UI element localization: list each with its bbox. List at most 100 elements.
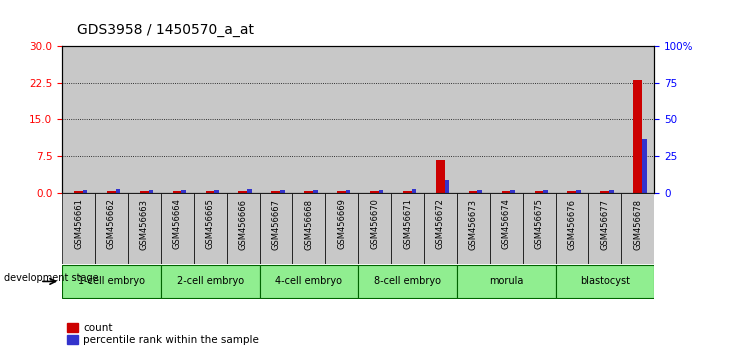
Bar bbox=[337, 192, 346, 193]
Bar bbox=[260, 193, 292, 264]
Bar bbox=[313, 190, 317, 193]
Bar bbox=[457, 46, 490, 193]
Bar bbox=[227, 46, 260, 193]
Bar bbox=[304, 192, 314, 193]
Bar bbox=[576, 190, 580, 193]
Bar bbox=[292, 46, 325, 193]
Bar bbox=[556, 46, 588, 193]
Bar bbox=[633, 80, 643, 193]
Text: GSM456671: GSM456671 bbox=[403, 199, 412, 250]
Text: 8-cell embryo: 8-cell embryo bbox=[374, 276, 441, 286]
Text: GSM456661: GSM456661 bbox=[74, 199, 83, 250]
Bar bbox=[128, 46, 161, 193]
Bar bbox=[271, 192, 281, 193]
Bar bbox=[501, 192, 511, 193]
Bar bbox=[567, 192, 577, 193]
Text: blastocyst: blastocyst bbox=[580, 276, 630, 286]
Bar bbox=[161, 265, 260, 298]
Text: GSM456675: GSM456675 bbox=[534, 199, 544, 250]
Bar bbox=[424, 193, 457, 264]
Text: GSM456674: GSM456674 bbox=[501, 199, 511, 250]
Bar bbox=[325, 46, 358, 193]
Bar bbox=[107, 192, 116, 193]
Bar bbox=[280, 190, 284, 193]
Bar bbox=[62, 193, 95, 264]
Bar bbox=[523, 46, 556, 193]
Bar bbox=[621, 193, 654, 264]
Bar bbox=[346, 190, 350, 193]
Text: GSM456672: GSM456672 bbox=[436, 199, 445, 250]
Bar bbox=[424, 46, 457, 193]
Bar bbox=[469, 192, 478, 193]
Bar bbox=[412, 189, 416, 193]
Bar bbox=[115, 189, 120, 193]
Bar bbox=[379, 190, 383, 193]
Text: GSM456663: GSM456663 bbox=[140, 199, 149, 250]
Bar bbox=[74, 192, 83, 193]
Text: GSM456669: GSM456669 bbox=[337, 199, 346, 250]
Text: development stage: development stage bbox=[4, 273, 98, 283]
Bar bbox=[609, 190, 613, 193]
Text: GSM456677: GSM456677 bbox=[600, 199, 610, 250]
Text: GSM456670: GSM456670 bbox=[370, 199, 379, 250]
Bar bbox=[358, 193, 391, 264]
Bar bbox=[148, 190, 153, 193]
Bar bbox=[457, 265, 556, 298]
Bar bbox=[642, 138, 646, 193]
Bar bbox=[358, 265, 457, 298]
Bar bbox=[403, 192, 412, 193]
Bar bbox=[161, 46, 194, 193]
Bar bbox=[83, 190, 87, 193]
Bar bbox=[588, 46, 621, 193]
Bar bbox=[523, 193, 556, 264]
Text: 2-cell embryo: 2-cell embryo bbox=[177, 276, 243, 286]
Bar bbox=[325, 193, 358, 264]
Bar bbox=[292, 193, 325, 264]
Bar bbox=[621, 46, 654, 193]
Bar bbox=[543, 190, 548, 193]
Bar bbox=[534, 192, 544, 193]
Text: GSM456668: GSM456668 bbox=[304, 199, 314, 250]
Legend: count, percentile rank within the sample: count, percentile rank within the sample bbox=[67, 323, 259, 345]
Bar bbox=[358, 46, 391, 193]
Text: GSM456667: GSM456667 bbox=[271, 199, 281, 250]
Text: GSM456676: GSM456676 bbox=[567, 199, 577, 250]
Text: GSM456662: GSM456662 bbox=[107, 199, 116, 250]
Text: GSM456664: GSM456664 bbox=[173, 199, 182, 250]
Bar bbox=[173, 192, 182, 193]
Text: 4-cell embryo: 4-cell embryo bbox=[276, 276, 342, 286]
Bar bbox=[214, 190, 219, 193]
Bar bbox=[62, 46, 95, 193]
Text: GSM456665: GSM456665 bbox=[205, 199, 215, 250]
Bar bbox=[247, 189, 251, 193]
Bar bbox=[194, 193, 227, 264]
Bar bbox=[556, 193, 588, 264]
Text: morula: morula bbox=[489, 276, 523, 286]
Bar bbox=[370, 192, 379, 193]
Bar bbox=[444, 181, 449, 193]
Bar bbox=[62, 265, 161, 298]
Bar bbox=[128, 193, 161, 264]
Bar bbox=[140, 192, 149, 193]
Text: GSM456673: GSM456673 bbox=[469, 199, 478, 250]
Bar bbox=[391, 193, 424, 264]
Bar bbox=[477, 190, 482, 193]
Bar bbox=[490, 193, 523, 264]
Bar bbox=[600, 192, 610, 193]
Bar bbox=[457, 193, 490, 264]
Bar bbox=[161, 193, 194, 264]
Bar bbox=[391, 46, 424, 193]
Bar bbox=[490, 46, 523, 193]
Bar bbox=[95, 193, 128, 264]
Bar bbox=[227, 193, 260, 264]
Bar bbox=[181, 190, 186, 193]
Text: GSM456678: GSM456678 bbox=[633, 199, 643, 250]
Bar bbox=[260, 46, 292, 193]
Bar bbox=[556, 265, 654, 298]
Bar bbox=[205, 192, 215, 193]
Bar bbox=[260, 265, 358, 298]
Bar bbox=[510, 190, 515, 193]
Text: GSM456666: GSM456666 bbox=[238, 199, 248, 250]
Bar bbox=[238, 192, 248, 193]
Bar bbox=[95, 46, 128, 193]
